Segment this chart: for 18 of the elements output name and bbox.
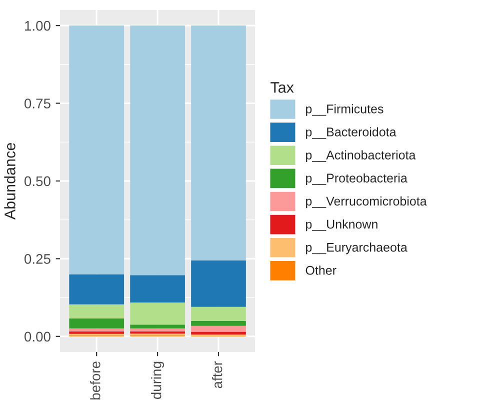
legend-label: p__Firmicutes — [306, 104, 384, 116]
y-tick-label: 0.00 — [24, 332, 50, 342]
y-tick-label: 0.25 — [24, 254, 50, 264]
y-axis-title: Abundance — [4, 143, 16, 220]
legend-label: p__Euryarchaeota — [306, 242, 408, 254]
x-tick-label: after — [212, 361, 222, 388]
legend-label: p__Bacteroidota — [306, 127, 396, 139]
legend-label: p__Unknown — [306, 219, 378, 232]
x-tick-label: during — [151, 362, 164, 399]
legend-label: Other — [306, 266, 336, 275]
legend-label: p__Proteobacteria — [306, 173, 408, 186]
y-tick-label: 0.50 — [24, 176, 50, 186]
legend-title: Tax — [270, 82, 294, 93]
y-tick-label: 0.75 — [24, 98, 50, 108]
legend-label: p__Actinobacteriota — [306, 150, 416, 162]
x-tick-label: before — [90, 362, 100, 400]
y-tick-label: 1.00 — [25, 20, 50, 31]
legend-label: p__Verrucomicrobiota — [306, 196, 427, 208]
